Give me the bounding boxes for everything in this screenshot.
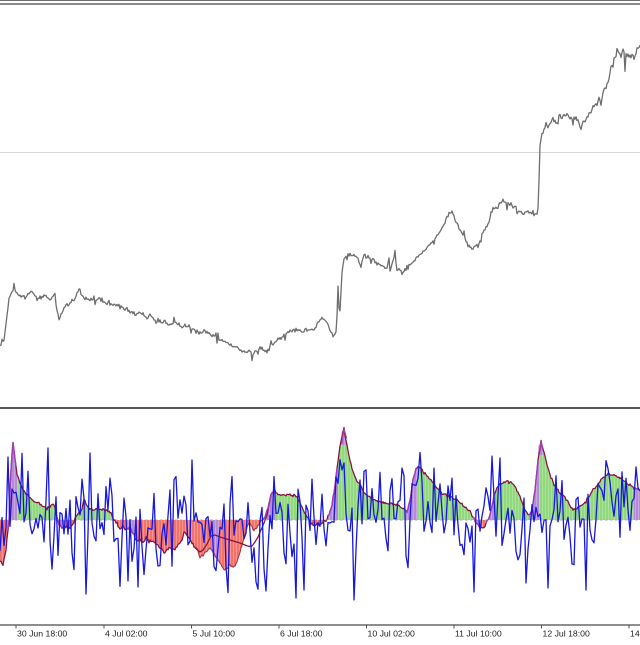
svg-text:11 Jul 10:00: 11 Jul 10:00 bbox=[455, 628, 502, 638]
svg-text:14 Jul 02:00: 14 Jul 02:00 bbox=[630, 628, 640, 638]
svg-text:12 Jul 18:00: 12 Jul 18:00 bbox=[543, 628, 591, 638]
svg-text:6 Jul 18:00: 6 Jul 18:00 bbox=[280, 628, 323, 638]
svg-text:4 Jul 02:00: 4 Jul 02:00 bbox=[105, 628, 148, 638]
svg-text:10 Jul 02:00: 10 Jul 02:00 bbox=[368, 628, 416, 638]
svg-text:5 Jul 10:00: 5 Jul 10:00 bbox=[193, 628, 236, 638]
svg-text:30 Jun 18:00: 30 Jun 18:00 bbox=[17, 628, 67, 638]
